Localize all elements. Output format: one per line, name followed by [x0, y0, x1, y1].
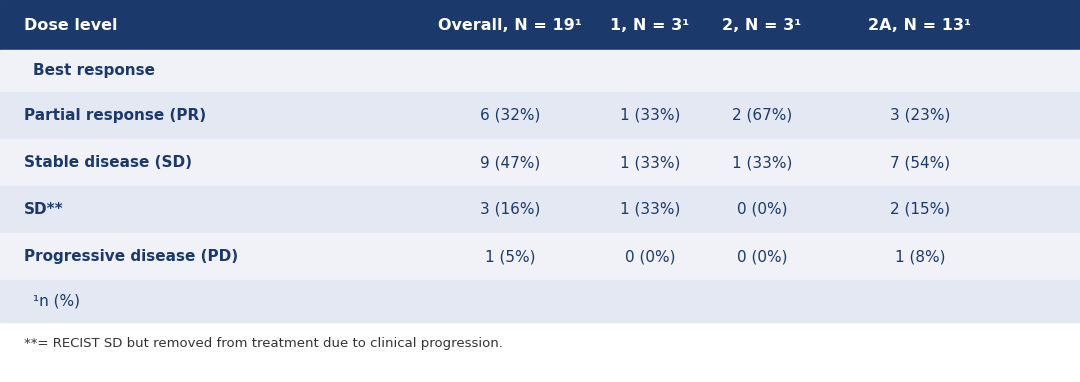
Bar [0, 0, 1080, 50]
Text: 1 (33%): 1 (33%) [732, 155, 793, 170]
Text: 1, N = 3¹: 1, N = 3¹ [610, 18, 690, 32]
Text: Partial response (PR): Partial response (PR) [24, 108, 206, 123]
Text: 1 (33%): 1 (33%) [620, 108, 680, 123]
Bar [0, 139, 1080, 186]
Text: 7 (54%): 7 (54%) [890, 155, 950, 170]
Bar [0, 280, 1080, 322]
Text: Best response: Best response [32, 63, 154, 78]
Text: 6 (32%): 6 (32%) [480, 108, 540, 123]
Text: 1 (5%): 1 (5%) [485, 249, 536, 264]
Bar [0, 50, 1080, 92]
Bar [0, 92, 1080, 139]
Text: 0 (0%): 0 (0%) [737, 202, 787, 217]
Text: 2, N = 3¹: 2, N = 3¹ [723, 18, 801, 32]
Text: 2 (15%): 2 (15%) [890, 202, 950, 217]
Text: 3 (23%): 3 (23%) [890, 108, 950, 123]
Text: Stable disease (SD): Stable disease (SD) [24, 155, 192, 170]
Text: 0 (0%): 0 (0%) [737, 249, 787, 264]
Text: 0 (0%): 0 (0%) [624, 249, 675, 264]
Text: 9 (47%): 9 (47%) [480, 155, 540, 170]
Text: ¹n (%): ¹n (%) [32, 293, 80, 309]
Text: SD**: SD** [24, 202, 64, 217]
Text: Overall, N = 19¹: Overall, N = 19¹ [438, 18, 582, 32]
Text: 2A, N = 13¹: 2A, N = 13¹ [868, 18, 972, 32]
Bar [0, 186, 1080, 233]
Text: 1 (33%): 1 (33%) [620, 155, 680, 170]
Text: Dose level: Dose level [24, 18, 118, 32]
Text: 1 (8%): 1 (8%) [894, 249, 945, 264]
Text: Progressive disease (PD): Progressive disease (PD) [24, 249, 238, 264]
Text: 3 (16%): 3 (16%) [480, 202, 540, 217]
Text: 2 (67%): 2 (67%) [732, 108, 792, 123]
Text: **= RECIST SD but removed from treatment due to clinical progression.: **= RECIST SD but removed from treatment… [24, 337, 503, 350]
Bar [0, 233, 1080, 280]
Text: 1 (33%): 1 (33%) [620, 202, 680, 217]
